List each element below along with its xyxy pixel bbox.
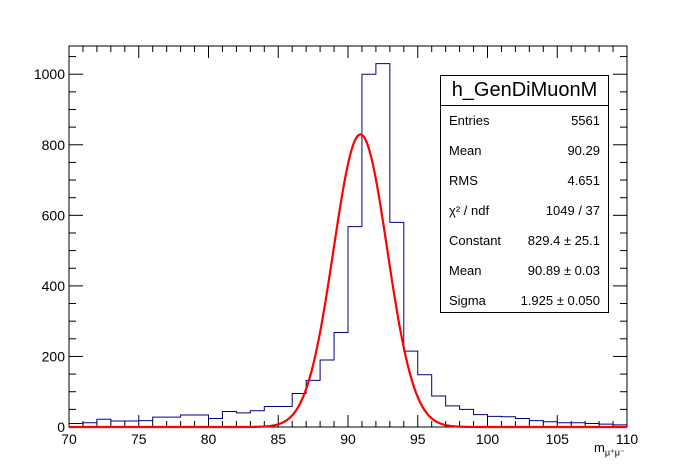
histogram-line xyxy=(69,63,627,426)
y-tick-label: 800 xyxy=(42,137,66,153)
histogram-bin xyxy=(236,413,250,427)
histogram-bin xyxy=(167,417,181,427)
stats-label: Mean xyxy=(449,262,482,278)
y-tick-label: 400 xyxy=(42,278,66,294)
x-tick-label: 75 xyxy=(131,431,147,447)
stats-label: Mean xyxy=(449,142,482,158)
histogram-bin xyxy=(209,419,223,427)
y-tick-label: 600 xyxy=(42,207,66,223)
x-tick-label: 100 xyxy=(476,431,500,447)
stats-value: 4.651 xyxy=(567,172,600,188)
histogram-bin xyxy=(334,332,348,427)
stats-label: RMS xyxy=(449,172,478,188)
stats-row: Constant 829.4 ± 25.1 xyxy=(449,230,600,250)
stats-row: χ² / ndf 1049 / 37 xyxy=(449,200,600,220)
gaussian-fit-curve xyxy=(69,133,627,429)
y-tick-label: 1000 xyxy=(34,66,65,82)
stats-value: 5561 xyxy=(571,112,600,128)
histogram-bin xyxy=(348,227,362,427)
x-tick-label: 105 xyxy=(546,431,570,447)
x-tick-label: 70 xyxy=(61,431,77,447)
x-tick-label: 85 xyxy=(270,431,286,447)
stats-value: 90.89 ± 0.03 xyxy=(527,262,600,278)
stats-label: χ² / ndf xyxy=(449,202,490,218)
y-tick-label: 0 xyxy=(57,419,65,435)
histogram-bin xyxy=(195,415,209,427)
stats-row: RMS 4.651 xyxy=(449,170,600,190)
histogram-bin xyxy=(222,411,236,427)
stats-box: h_GenDiMuonM Entries 5561 Mean 90.29 RMS 4.65… xyxy=(440,75,609,313)
stats-row: Mean 90.29 xyxy=(449,140,600,160)
stats-value: 829.4 ± 25.1 xyxy=(527,232,600,248)
x-tick-label: 95 xyxy=(410,431,426,447)
histogram-bin xyxy=(390,222,404,427)
histogram-bin xyxy=(515,419,529,427)
y-tick-label: 200 xyxy=(42,348,66,364)
histogram-bin xyxy=(362,74,376,427)
stats-label: Entries xyxy=(449,112,490,128)
stats-value: 1.925 ± 0.050 xyxy=(520,292,600,308)
histogram-bin xyxy=(488,416,502,427)
histogram-bin xyxy=(306,380,320,427)
x-tick-label: 80 xyxy=(201,431,217,447)
x-tick-label: 110 xyxy=(616,431,639,447)
x-tick-label: 90 xyxy=(340,431,356,447)
histogram-bin xyxy=(376,64,390,427)
stats-row: Mean 90.89 ± 0.03 xyxy=(449,260,600,280)
stats-label: Sigma xyxy=(449,292,486,308)
x-axis-label: mμ⁺μ⁻ xyxy=(594,440,625,458)
histogram-bin xyxy=(250,411,264,427)
histogram-bin xyxy=(292,393,306,427)
histogram-bin xyxy=(446,406,460,427)
stats-value: 90.29 xyxy=(567,142,600,158)
histogram-bin xyxy=(181,415,195,427)
stats-title: h_GenDiMuonM xyxy=(441,76,608,106)
histogram-bin xyxy=(153,417,167,427)
histogram-bin xyxy=(501,417,515,427)
histogram-bin xyxy=(474,415,488,427)
histogram-bin xyxy=(460,409,474,427)
stats-row: Entries 5561 xyxy=(449,110,600,130)
histogram-bin xyxy=(97,419,111,427)
stats-row: Sigma 1.925 ± 0.050 xyxy=(449,290,600,310)
stats-value: 1049 / 37 xyxy=(545,202,600,218)
histogram-bin xyxy=(320,360,334,427)
stats-label: Constant xyxy=(449,232,502,248)
